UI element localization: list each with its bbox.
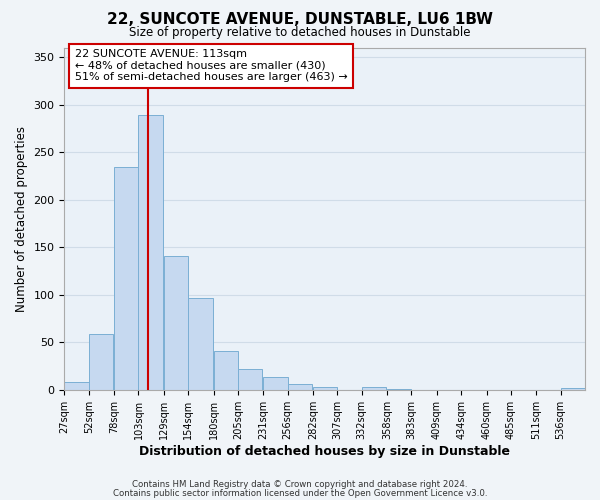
Bar	[139, 115, 163, 390]
Text: 22 SUNCOTE AVENUE: 113sqm
← 48% of detached houses are smaller (430)
51% of semi: 22 SUNCOTE AVENUE: 113sqm ← 48% of detac…	[75, 49, 347, 82]
X-axis label: Distribution of detached houses by size in Dunstable: Distribution of detached houses by size …	[139, 444, 510, 458]
Text: Contains HM Land Registry data © Crown copyright and database right 2024.: Contains HM Land Registry data © Crown c…	[132, 480, 468, 489]
Bar	[89, 334, 113, 390]
Bar	[313, 387, 337, 390]
Text: 22, SUNCOTE AVENUE, DUNSTABLE, LU6 1BW: 22, SUNCOTE AVENUE, DUNSTABLE, LU6 1BW	[107, 12, 493, 28]
Bar	[362, 387, 386, 390]
Bar	[188, 298, 212, 390]
Text: Size of property relative to detached houses in Dunstable: Size of property relative to detached ho…	[129, 26, 471, 39]
Bar	[114, 168, 139, 390]
Bar	[214, 351, 238, 390]
Y-axis label: Number of detached properties: Number of detached properties	[15, 126, 28, 312]
Bar	[164, 256, 188, 390]
Bar	[263, 378, 287, 390]
Bar	[238, 369, 262, 390]
Bar	[287, 384, 312, 390]
Bar	[64, 382, 89, 390]
Bar	[560, 388, 585, 390]
Text: Contains public sector information licensed under the Open Government Licence v3: Contains public sector information licen…	[113, 488, 487, 498]
Bar	[387, 389, 412, 390]
